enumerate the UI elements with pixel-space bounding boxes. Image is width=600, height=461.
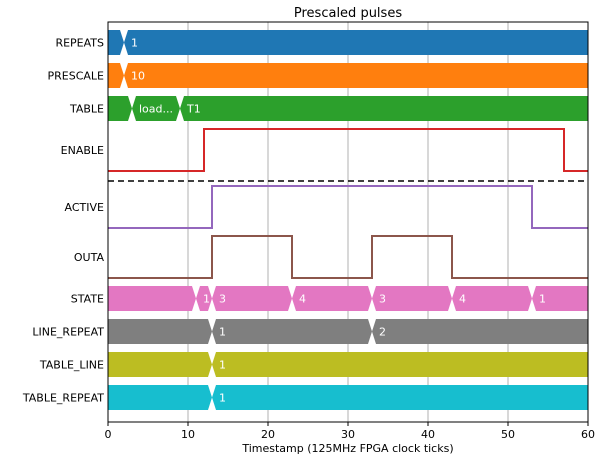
bus-segment-prescale-0: [108, 63, 124, 88]
bit-waveform-active: [108, 185, 588, 229]
row-label-table-line: TABLE_LINE: [39, 359, 104, 372]
bus-segment-prescale-1: [124, 63, 588, 88]
x-tick-label-40: 40: [421, 428, 435, 441]
bus-segment-table-0: [108, 96, 132, 121]
row-label-prescale: PRESCALE: [48, 70, 105, 83]
bus-segment-table-1: [132, 96, 180, 121]
bus-segment-table-line-0: [108, 352, 212, 377]
row-label-state: STATE: [71, 293, 104, 306]
bus-segment-line-repeat-0: [108, 319, 212, 344]
bus-segment-state-4: [372, 286, 452, 311]
bus-value-prescale-1: 10: [131, 70, 145, 83]
row-line-repeat: 1 2 LINE_REPEAT: [32, 319, 588, 344]
x-tick-label-0: 0: [105, 428, 112, 441]
row-enable: ENABLE: [61, 128, 588, 172]
bus-segment-repeats-1: [124, 30, 588, 55]
row-label-outa: OUTA: [74, 251, 105, 264]
row-table-repeat: 1 TABLE_REPEAT: [22, 385, 588, 410]
row-active: ACTIVE: [65, 185, 588, 229]
row-label-table-repeat: TABLE_REPEAT: [22, 392, 104, 405]
x-tick-label-20: 20: [261, 428, 275, 441]
bus-value-line-repeat-2: 2: [379, 326, 386, 339]
bus-value-state-5: 4: [459, 293, 466, 306]
x-axis-label: Timestamp (125MHz FPGA clock ticks): [241, 442, 453, 455]
bus-segment-table-repeat-0: [108, 385, 212, 410]
bus-segment-state-3: [292, 286, 372, 311]
bus-value-table-1: load...: [139, 103, 173, 116]
bus-segment-line-repeat-2: [372, 319, 588, 344]
row-table: load... T1 TABLE: [69, 96, 588, 121]
row-prescale: 10 PRESCALE: [48, 63, 588, 88]
bus-segment-state-6: [532, 286, 588, 311]
bus-segment-table-line-1: [212, 352, 588, 377]
bus-segment-state-2: [212, 286, 292, 311]
row-table-line: 1 TABLE_LINE: [39, 352, 588, 377]
bus-segment-state-5: [452, 286, 532, 311]
x-tick-label-30: 30: [341, 428, 355, 441]
bus-value-state-6: 1: [539, 293, 546, 306]
bit-waveform-enable: [108, 128, 588, 172]
bus-value-state-4: 3: [379, 293, 386, 306]
bus-value-table-line-1: 1: [219, 359, 226, 372]
row-outa: OUTA: [74, 235, 588, 279]
bus-value-state-2: 3: [219, 293, 226, 306]
row-label-table: TABLE: [69, 103, 104, 116]
bus-value-state-3: 4: [299, 293, 306, 306]
bus-segment-repeats-0: [108, 30, 124, 55]
bus-value-line-repeat-1: 1: [219, 326, 226, 339]
row-label-line-repeat: LINE_REPEAT: [32, 326, 104, 339]
row-label-active: ACTIVE: [65, 201, 105, 214]
row-repeats: 1 REPEATS: [55, 30, 588, 55]
row-label-repeats: REPEATS: [55, 37, 104, 50]
x-axis: 0 10 20 30 40 50 60: [105, 21, 595, 441]
bus-value-table-2: T1: [186, 103, 201, 116]
x-tick-label-10: 10: [181, 428, 195, 441]
bus-segment-line-repeat-1: [212, 319, 372, 344]
bus-value-state-1: 1: [203, 293, 210, 306]
bus-segment-table-repeat-1: [212, 385, 588, 410]
signal-rows: 1 REPEATS 10 PRESCALE load... T1 TABLE ENABLE AC…: [22, 30, 588, 410]
chart-title: Prescaled pulses: [294, 6, 402, 21]
bus-value-table-repeat-1: 1: [219, 392, 226, 405]
row-label-enable: ENABLE: [61, 144, 104, 157]
bus-segment-state-1: [196, 286, 212, 311]
bit-waveform-outa: [108, 235, 588, 279]
bus-segment-table-2: [180, 96, 588, 121]
bus-segment-state-0: [108, 286, 196, 311]
x-tick-label-60: 60: [581, 428, 595, 441]
bus-value-repeats-1: 1: [131, 37, 138, 50]
x-tick-label-50: 50: [501, 428, 515, 441]
